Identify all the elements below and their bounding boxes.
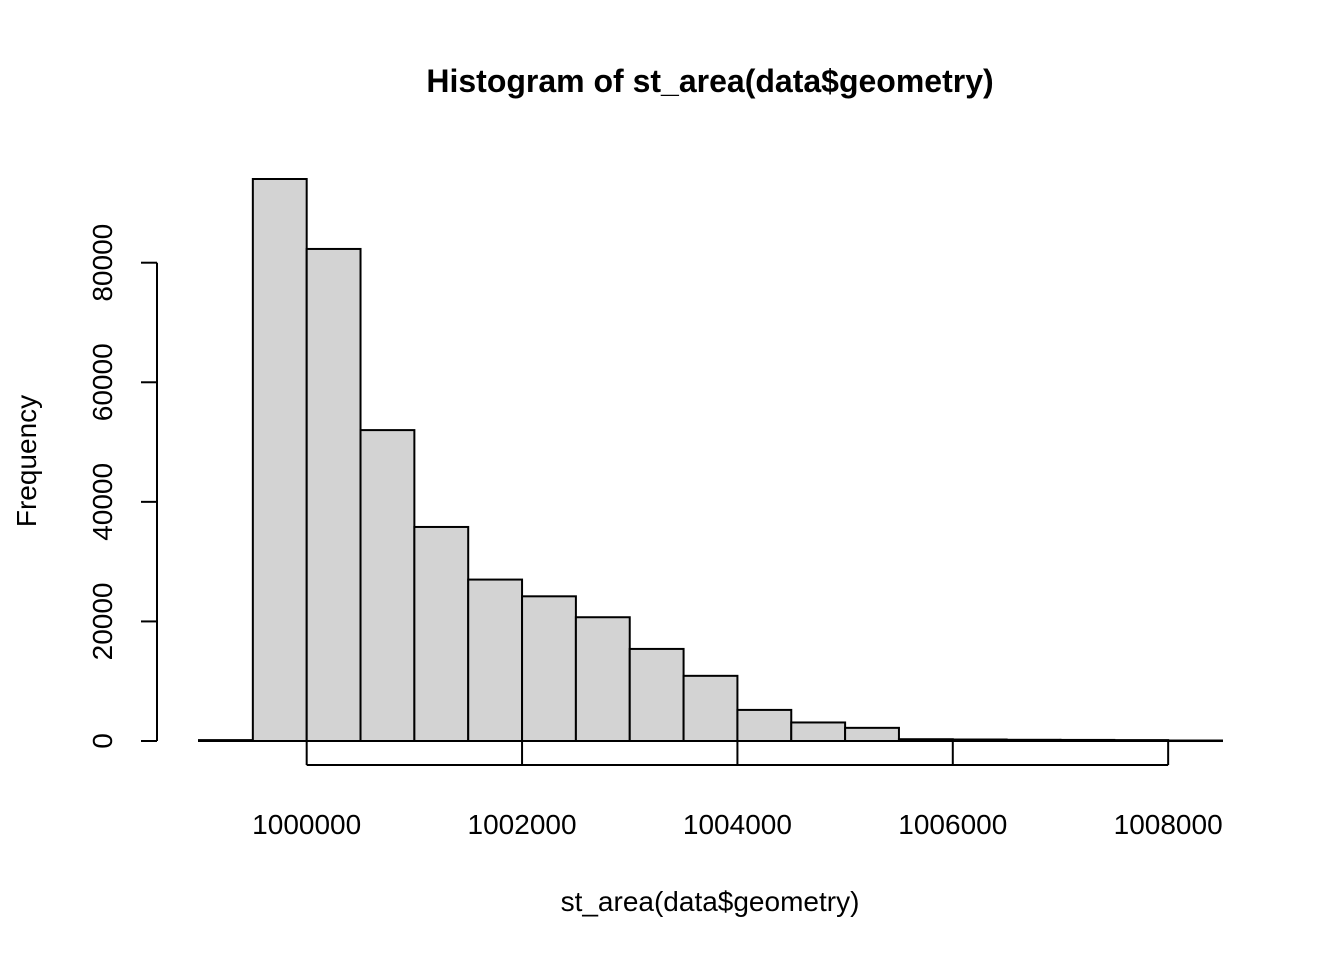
histogram-bar <box>574 616 631 742</box>
histogram-bar <box>305 247 362 743</box>
histogram-bar <box>682 674 739 742</box>
x-axis-label: st_area(data$geometry) <box>561 886 860 917</box>
histogram-bar <box>1059 738 1116 742</box>
y-axis-label: Frequency <box>11 395 42 527</box>
y-tick-label: 60000 <box>87 343 118 421</box>
histogram-bar <box>897 738 954 742</box>
histogram-bar <box>1113 739 1170 743</box>
histogram-bar <box>736 708 793 743</box>
histogram-bar <box>413 525 470 743</box>
y-tick-label: 0 <box>87 733 118 749</box>
histogram-bar <box>1167 739 1223 743</box>
y-tick-label: 20000 <box>87 582 118 660</box>
x-tick-label: 1006000 <box>898 809 1007 840</box>
y-axis: 0 20000 40000 60000 80000 <box>87 224 158 749</box>
histogram-bar <box>628 647 685 743</box>
histogram-bar <box>198 739 254 743</box>
x-tick-label: 1008000 <box>1114 809 1223 840</box>
histogram-bar <box>467 578 524 742</box>
histogram-bar <box>844 726 900 742</box>
y-tick-label: 80000 <box>87 224 118 302</box>
histogram-bar <box>359 429 416 742</box>
histogram-bar <box>790 721 847 742</box>
bars <box>198 178 1223 743</box>
x-tick-label: 1004000 <box>683 809 792 840</box>
histogram-bar <box>521 595 577 742</box>
histogram-bar <box>251 178 308 742</box>
histogram-bar <box>951 738 1008 742</box>
x-tick-label: 1000000 <box>252 809 361 840</box>
chart-title: Histogram of st_area(data$geometry) <box>426 63 993 99</box>
x-tick-label: 1002000 <box>468 809 577 840</box>
y-tick-label: 40000 <box>87 463 118 541</box>
x-axis: 1000000 1002000 1004000 1006000 1008000 <box>252 742 1223 840</box>
histogram-bar <box>1005 738 1062 743</box>
